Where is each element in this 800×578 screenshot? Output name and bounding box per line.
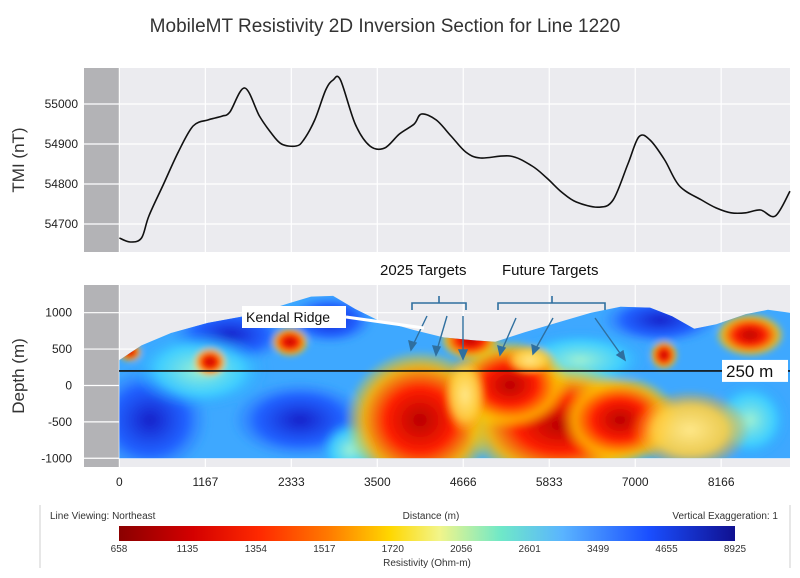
tmi-series-line bbox=[119, 75, 791, 243]
colorbar-label: Resistivity (Ohm-m) bbox=[383, 558, 471, 569]
section-y-axis-label: Depth (m) bbox=[9, 338, 28, 414]
colorbar-tick-label: 8925 bbox=[724, 544, 747, 555]
x-tick-label: 5833 bbox=[536, 475, 563, 489]
colorbar-tick-label: 4655 bbox=[655, 544, 678, 555]
tmi-gray-margin bbox=[84, 68, 120, 252]
x-tick-label: 2333 bbox=[278, 475, 305, 489]
colorbar-tick-label: 2056 bbox=[450, 544, 473, 555]
x-tick-label: 7000 bbox=[622, 475, 649, 489]
section-y-tick-labels: 1000 500 0 -500 -1000 bbox=[41, 306, 72, 466]
reference-line-label: 250 m bbox=[726, 362, 773, 381]
tmi-y-tick-label: 55000 bbox=[45, 97, 79, 111]
kendal-ridge-label-background bbox=[242, 306, 346, 328]
section-y-tick-label: 0 bbox=[65, 378, 72, 392]
colorbar-tick-labels: 658 1135 1354 1517 1720 2056 2601 3499 4655 8925 bbox=[111, 544, 747, 555]
target-arrows bbox=[408, 315, 627, 362]
future-targets-label: Future Targets bbox=[502, 262, 598, 279]
tmi-gridlines bbox=[84, 68, 790, 252]
x-tick-labels: 0 1167 2333 3500 4666 5833 7000 8166 bbox=[116, 475, 735, 489]
section-gray-margin bbox=[84, 285, 120, 467]
x-tick-label: 4666 bbox=[450, 475, 477, 489]
tmi-y-tick-label: 54700 bbox=[45, 217, 79, 231]
colorbar-tick-label: 1135 bbox=[177, 544, 199, 555]
x-tick-label: 0 bbox=[116, 475, 123, 489]
x-tick-label: 1167 bbox=[192, 475, 218, 489]
targets-2025-label: 2025 Targets bbox=[380, 262, 466, 279]
future-targets-bracket bbox=[497, 296, 606, 310]
section-y-tick-label: 500 bbox=[52, 342, 72, 356]
kendal-ridge-label: Kendal Ridge bbox=[246, 309, 330, 325]
kendal-ridge-pointer bbox=[345, 315, 425, 330]
colorbar-tick-label: 1517 bbox=[313, 544, 336, 555]
tmi-y-tick-label: 54900 bbox=[45, 137, 79, 151]
tmi-y-tick-labels: 55000 54900 54800 54700 bbox=[45, 97, 79, 231]
section-y-tick-label: 1000 bbox=[45, 306, 72, 320]
colorbar-tick-label: 1354 bbox=[245, 544, 268, 555]
colorbar-tick-label: 1720 bbox=[382, 544, 405, 555]
tmi-y-axis-label: TMI (nT) bbox=[9, 127, 28, 192]
colorbar-tick-label: 658 bbox=[111, 544, 128, 555]
colorbar bbox=[119, 526, 735, 541]
section-y-tick-label: -1000 bbox=[41, 451, 72, 465]
tmi-y-tick-label: 54800 bbox=[45, 177, 79, 191]
x-tick-label: 3500 bbox=[364, 475, 391, 489]
colorbar-tick-label: 2601 bbox=[519, 544, 542, 555]
chart-title: MobileMT Resistivity 2D Inversion Sectio… bbox=[150, 16, 621, 37]
distance-axis-label: Distance (m) bbox=[403, 511, 460, 522]
reference-label-background bbox=[722, 359, 788, 382]
vertical-exaggeration-text: Vertical Exaggeration: 1 bbox=[672, 511, 778, 522]
tmi-plot-background bbox=[84, 68, 790, 252]
section-y-tick-label: -500 bbox=[48, 415, 72, 429]
colorbar-tick-label: 3499 bbox=[587, 544, 610, 555]
x-tick-label: 8166 bbox=[708, 475, 735, 489]
line-viewing-text: Line Viewing: Northeast bbox=[50, 511, 156, 522]
targets-2025-bracket bbox=[411, 296, 467, 310]
